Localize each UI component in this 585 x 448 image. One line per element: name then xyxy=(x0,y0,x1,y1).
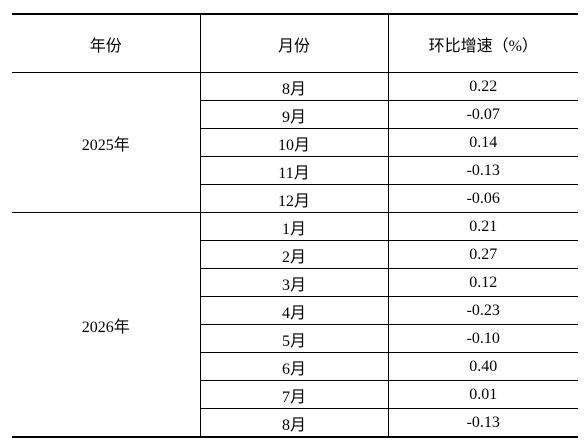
year-cell: 2025年 xyxy=(12,72,201,213)
value-cell: 0.27 xyxy=(388,240,578,269)
data-table: 年份 月份 环比增速（%） 2025年 8月 0.22 9月 -0.07 10月 0.14 1… xyxy=(12,13,578,438)
table-row: 6月 0.40 xyxy=(12,352,578,381)
month-cell: 5月 xyxy=(200,324,389,353)
month-cell: 8月 xyxy=(200,72,389,101)
value-cell: -0.23 xyxy=(388,296,578,325)
table-row: 3月 0.12 xyxy=(12,268,578,297)
value-cell: 0.01 xyxy=(388,380,578,409)
value-cell: -0.07 xyxy=(388,100,578,129)
month-cell: 2月 xyxy=(200,240,389,269)
value-cell: -0.13 xyxy=(388,156,578,185)
month-cell: 3月 xyxy=(200,268,389,297)
table-row: 5月 -0.10 xyxy=(12,324,578,353)
month-cell: 8月 xyxy=(200,408,389,438)
value-cell: -0.13 xyxy=(388,408,578,438)
header-row: 年份 月份 环比增速（%） xyxy=(12,14,578,73)
header-cell: 年份 xyxy=(12,14,201,73)
table-row: 8月 -0.13 xyxy=(12,408,578,438)
value-cell: 0.12 xyxy=(388,268,578,297)
month-cell: 6月 xyxy=(200,352,389,381)
month-cell: 7月 xyxy=(200,380,389,409)
header-cell: 月份 xyxy=(200,14,389,73)
value-cell: 0.21 xyxy=(388,212,578,241)
table-body: 2025年 8月 0.22 9月 -0.07 10月 0.14 11月 -0.13 12月 -0.0… xyxy=(12,72,578,438)
month-cell: 9月 xyxy=(200,100,389,129)
table-row: 2025年 8月 0.22 xyxy=(12,72,578,213)
value-cell: -0.06 xyxy=(388,184,578,213)
table-row: 12月 -0.06 xyxy=(12,184,578,213)
month-cell: 10月 xyxy=(200,128,389,157)
value-cell: 0.40 xyxy=(388,352,578,381)
table-row: 9月 -0.07 xyxy=(12,100,578,129)
table-row: 2026年 1月 0.21 xyxy=(12,212,578,438)
value-cell: 0.14 xyxy=(388,128,578,157)
table-row: 7月 0.01 xyxy=(12,380,578,409)
value-cell: 0.22 xyxy=(388,72,578,101)
table-row: 11月 -0.13 xyxy=(12,156,578,185)
month-cell: 11月 xyxy=(200,156,389,185)
table-row: 4月 -0.23 xyxy=(12,296,578,325)
value-cell: -0.10 xyxy=(388,324,578,353)
table-header: 年份 月份 环比增速（%） xyxy=(12,14,578,73)
table-row: 10月 0.14 xyxy=(12,128,578,157)
month-cell: 4月 xyxy=(200,296,389,325)
table-row: 2月 0.27 xyxy=(12,240,578,269)
month-cell: 12月 xyxy=(200,184,389,213)
header-cell: 环比增速（%） xyxy=(388,14,578,73)
month-cell: 1月 xyxy=(200,212,389,241)
year-cell: 2026年 xyxy=(12,212,201,438)
